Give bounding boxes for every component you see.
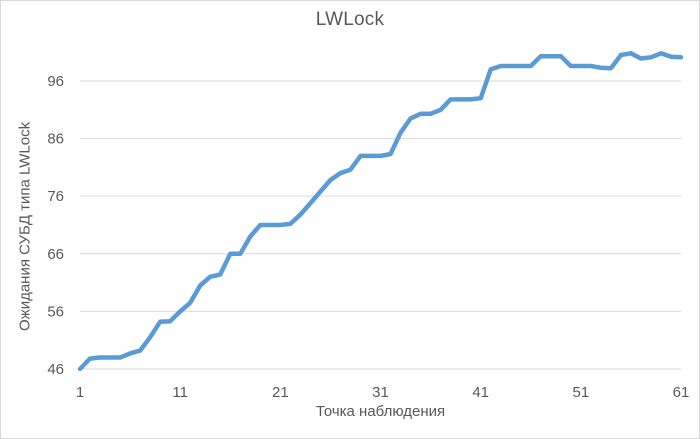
y-axis-title: Ожидания СУБД типа LWLock: [16, 121, 34, 331]
y-tick-label-86: 86: [47, 131, 64, 148]
x-tick-label-61: 61: [673, 384, 690, 401]
x-axis-title: Точка наблюдения: [315, 403, 446, 420]
data-series-line: [77, 51, 684, 372]
x-tick-label-1: 1: [76, 384, 84, 401]
x-tick-label-21: 21: [272, 384, 289, 401]
y-tick-label-66: 66: [47, 246, 64, 263]
y-tick-label-56: 56: [47, 303, 64, 320]
x-tick-label-11: 11: [172, 384, 188, 401]
y-tick-label-76: 76: [47, 188, 64, 205]
chart-title: LWLock: [315, 9, 385, 30]
x-tick-label-41: 41: [472, 384, 489, 401]
x-tick-label-51: 51: [572, 384, 589, 401]
y-tick-label-46: 46: [47, 361, 64, 378]
y-tick-label-96: 96: [47, 73, 64, 90]
x-tick-label-31: 31: [372, 384, 389, 401]
